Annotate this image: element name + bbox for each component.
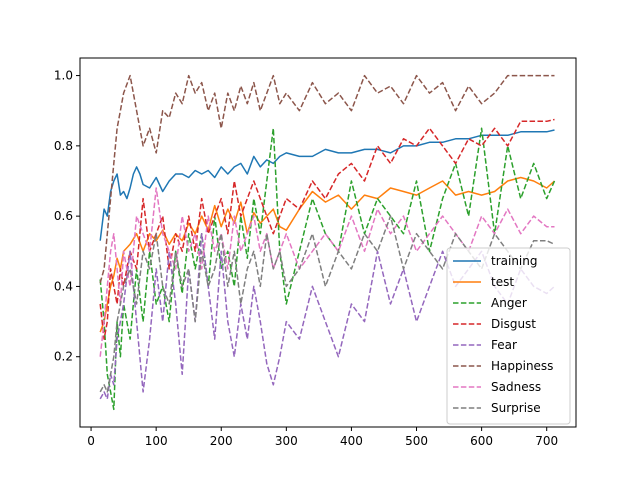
series-line-training bbox=[99, 129, 555, 241]
legend-label: training bbox=[491, 254, 538, 268]
legend-label: Surprise bbox=[491, 401, 541, 415]
x-tick-label: 300 bbox=[275, 434, 298, 448]
y-tick-label: 0.6 bbox=[54, 209, 73, 223]
series-line-disgust bbox=[99, 118, 555, 340]
legend-label: test bbox=[491, 275, 514, 289]
axes-frame bbox=[79, 57, 577, 428]
y-axis: 0.2 0.4 0.6 0.8 1.0 bbox=[54, 69, 80, 364]
x-tick-label: 200 bbox=[210, 434, 233, 448]
legend-label: Fear bbox=[491, 338, 517, 352]
series-line-sadness bbox=[99, 187, 555, 357]
x-tick-label: 0 bbox=[87, 434, 95, 448]
legend-label: Disgust bbox=[491, 317, 536, 331]
legend: training test Anger Disgust Fear Happiness Sad… bbox=[446, 247, 571, 425]
x-tick-label: 700 bbox=[535, 434, 558, 448]
legend-label: Anger bbox=[491, 296, 527, 310]
x-tick-label: 100 bbox=[145, 434, 168, 448]
x-axis: 0 100 200 300 400 500 600 700 bbox=[87, 427, 558, 448]
x-tick-label: 600 bbox=[470, 434, 493, 448]
legend-label: Happiness bbox=[491, 359, 553, 373]
series-line-anger bbox=[99, 127, 556, 411]
y-tick-label: 0.8 bbox=[54, 139, 73, 153]
y-tick-label: 0.2 bbox=[54, 350, 73, 364]
plot-area bbox=[99, 74, 556, 411]
legend-label: Sadness bbox=[491, 380, 541, 394]
series-line-surprise bbox=[99, 215, 555, 393]
y-tick-label: 1.0 bbox=[54, 69, 73, 83]
x-tick-label: 400 bbox=[340, 434, 363, 448]
x-tick-label: 500 bbox=[405, 434, 428, 448]
series-line-fear bbox=[99, 232, 556, 400]
series-line-happiness bbox=[99, 74, 555, 284]
legend-box bbox=[446, 247, 571, 425]
y-tick-label: 0.4 bbox=[54, 279, 73, 293]
